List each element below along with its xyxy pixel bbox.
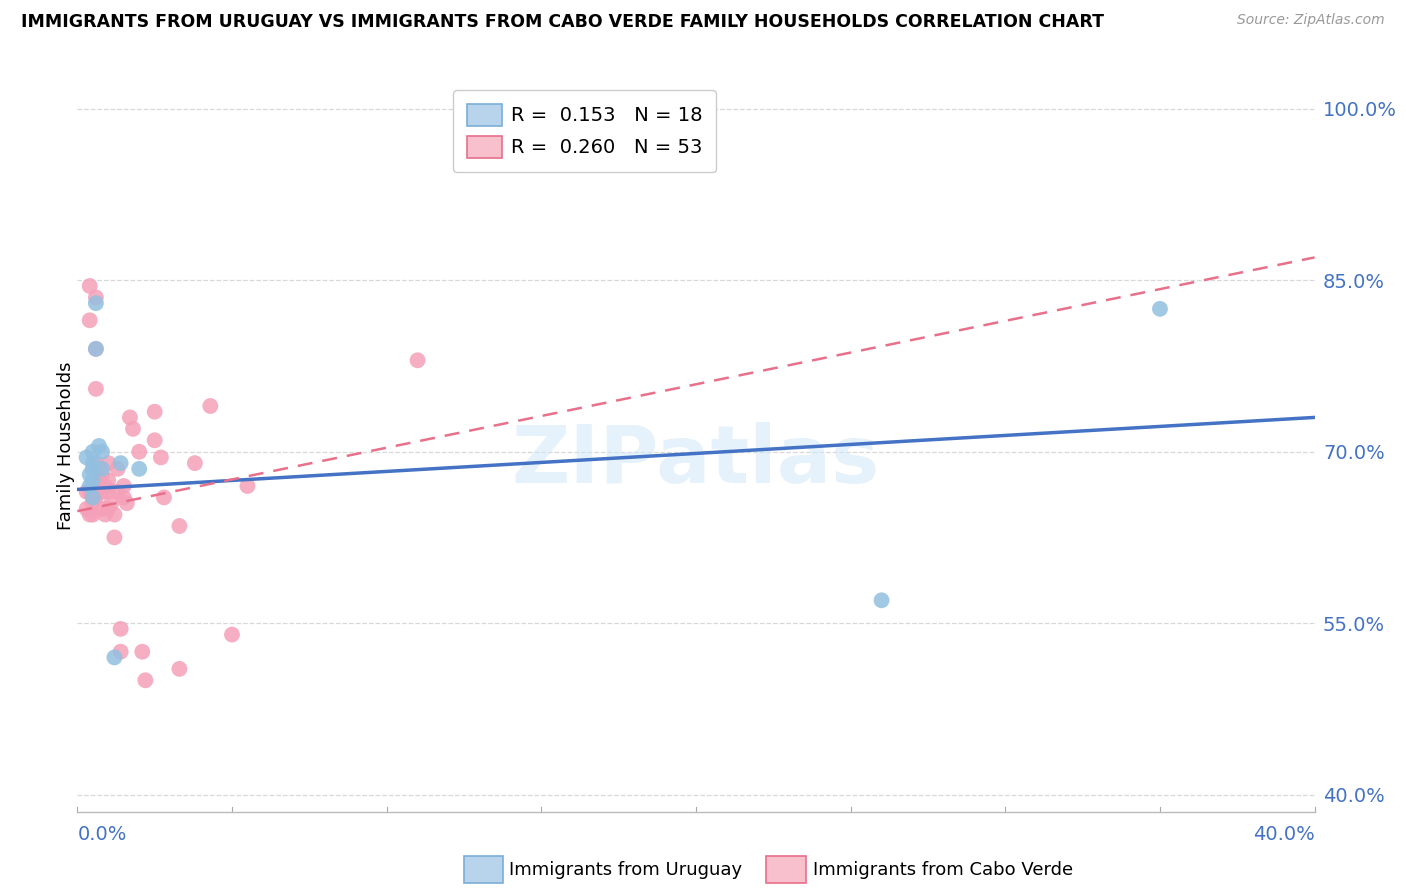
Text: 40.0%: 40.0% [1253, 825, 1315, 845]
Point [84, 296, 107, 310]
Point [97, 501, 120, 516]
Text: Immigrants from Cabo Verde: Immigrants from Cabo Verde [813, 861, 1073, 879]
Point [143, 405, 166, 419]
Point [110, 622, 132, 636]
Point [87, 462, 110, 476]
Point [82, 491, 104, 505]
Point [97, 456, 120, 470]
Point [128, 462, 150, 476]
Point [184, 456, 207, 470]
Point [112, 479, 135, 493]
Y-axis label: Family Households: Family Households [58, 362, 75, 530]
Point [76, 501, 98, 516]
Text: IMMIGRANTS FROM URUGUAY VS IMMIGRANTS FROM CABO VERDE FAMILY HOUSEHOLDS CORRELAT: IMMIGRANTS FROM URUGUAY VS IMMIGRANTS FR… [21, 13, 1104, 31]
Point [1149, 301, 1171, 316]
Point [91, 462, 114, 476]
Point [169, 519, 191, 533]
Point [79, 279, 101, 293]
Point [76, 450, 98, 465]
Point [82, 462, 104, 476]
Point [84, 491, 107, 505]
Point [107, 484, 129, 499]
Point [143, 434, 166, 448]
Point [107, 462, 129, 476]
Point [118, 410, 141, 425]
Text: Immigrants from Uruguay: Immigrants from Uruguay [509, 861, 742, 879]
Point [169, 662, 191, 676]
Point [79, 479, 101, 493]
Point [406, 353, 429, 368]
Point [84, 342, 107, 356]
Point [94, 508, 117, 522]
Point [82, 444, 104, 458]
Point [82, 484, 104, 499]
Legend: R =  0.153   N = 18, R =  0.260   N = 53: R = 0.153 N = 18, R = 0.260 N = 53 [453, 90, 716, 172]
Point [103, 508, 125, 522]
Point [91, 501, 114, 516]
Point [110, 456, 132, 470]
Point [112, 491, 135, 505]
Point [79, 313, 101, 327]
Point [236, 479, 259, 493]
Point [79, 508, 101, 522]
Text: 0.0%: 0.0% [77, 825, 127, 845]
Point [79, 467, 101, 482]
Point [84, 342, 107, 356]
Point [82, 508, 104, 522]
Point [131, 645, 153, 659]
Point [134, 673, 156, 688]
Point [97, 484, 120, 499]
Point [100, 496, 122, 510]
Point [91, 484, 114, 499]
Point [87, 439, 110, 453]
Point [87, 473, 110, 487]
Point [84, 290, 107, 304]
Point [103, 530, 125, 544]
Point [128, 444, 150, 458]
Point [153, 491, 176, 505]
Text: Source: ZipAtlas.com: Source: ZipAtlas.com [1237, 13, 1385, 28]
Point [87, 484, 110, 499]
Point [122, 422, 145, 436]
Point [221, 627, 243, 641]
Text: ZIPatlas: ZIPatlas [512, 422, 880, 500]
Point [84, 382, 107, 396]
Point [79, 484, 101, 499]
Point [870, 593, 893, 607]
Point [110, 645, 132, 659]
Point [82, 491, 104, 505]
Point [82, 473, 104, 487]
Point [103, 650, 125, 665]
Point [91, 467, 114, 482]
Point [82, 496, 104, 510]
Point [97, 473, 120, 487]
Point [82, 456, 104, 470]
Point [149, 450, 172, 465]
Point [91, 444, 114, 458]
Point [200, 399, 222, 413]
Point [84, 456, 107, 470]
Point [115, 496, 138, 510]
Point [76, 484, 98, 499]
Point [94, 479, 117, 493]
